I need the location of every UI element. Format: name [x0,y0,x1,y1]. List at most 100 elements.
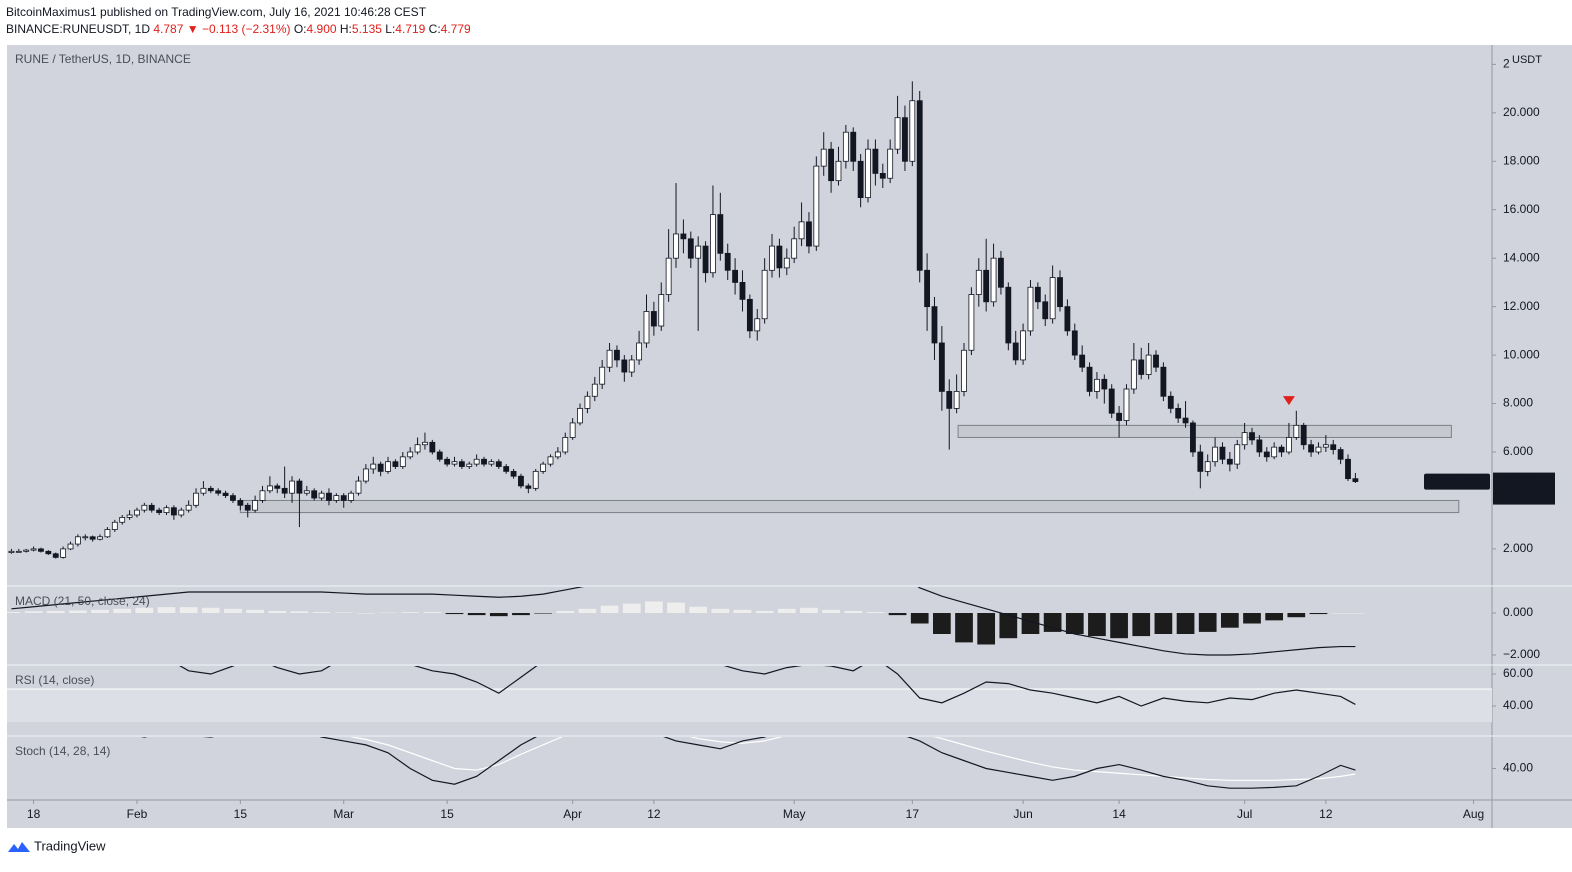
pane-title: Stoch (14, 28, 14) [15,744,110,758]
y-tick-label: 6.000 [1503,444,1533,458]
candle-body [1330,444,1337,450]
candle-body [1049,277,1056,320]
candle-body [695,245,702,259]
candle-body [38,548,44,552]
candle-body [15,550,22,553]
candle-body [1138,359,1145,375]
candle-body [739,282,746,300]
indicator-line [140,737,1356,789]
y-tick-label: 14.000 [1503,250,1540,264]
macd-histogram-bar [777,608,796,614]
candle-body [532,470,539,489]
macd-histogram-bar [69,610,87,614]
candle-body [1190,422,1196,453]
macd-histogram-bar [157,607,176,614]
symbol-label-bg [1424,473,1490,490]
candle-body [1263,451,1270,458]
macd-histogram-bar [888,613,907,616]
candle-body [746,298,753,332]
candle-body [961,349,967,392]
candle-body [510,470,517,477]
x-tick-label: 15 [440,807,454,821]
candle-body [429,441,436,453]
symbol-label: RUNEUSDT [1426,475,1487,487]
rsi-pane [179,666,1356,707]
candle-body [562,437,569,453]
candle-body [178,509,185,516]
macd-histogram-bar [645,601,663,614]
candle-body [614,349,620,361]
candle-body [1101,378,1108,390]
candle-body [1116,412,1122,421]
candle-body [1345,458,1351,480]
macd-histogram-bar [1265,613,1284,621]
candle-body [222,492,229,497]
candle-body [1182,417,1189,424]
candle-body [665,257,672,295]
signal-marker [1282,396,1295,406]
candle-body [953,391,960,409]
candle-body [1005,286,1012,344]
candle-body [998,257,1004,288]
pane-title: RSI (14, close) [15,673,94,687]
candle-body [879,172,886,179]
candle-body [1153,354,1159,368]
candle-body [1086,366,1093,392]
candle-body [45,550,52,555]
candle-body [1322,444,1329,448]
last-price-bg [1493,472,1555,505]
countdown: 15:13:34 [1503,488,1550,502]
candle-body [1212,446,1218,463]
macd-histogram-bar [135,607,154,614]
macd-histogram-bar [357,613,375,614]
x-tick-label: Feb [127,807,148,821]
candle-body [636,342,643,361]
indicator-line [179,666,1356,707]
candle-body [584,395,591,409]
candle-body [1175,407,1182,419]
candle-body [710,214,716,274]
macd-histogram-bar [556,610,575,614]
macd-histogram-bar [977,613,996,645]
brand[interactable]: TradingView [34,838,106,853]
candle-body [141,504,148,511]
last-price: 4.779 [1503,474,1533,488]
ohlc-value: 5.135 [352,22,382,36]
macd-histogram-bar [201,607,220,614]
footer-logo[interactable]: TradingView [8,838,106,853]
candle-body [1108,388,1115,414]
candle-body [769,245,775,271]
candle-body [1094,378,1100,392]
candle-body [466,463,473,467]
candle-body [259,490,266,501]
ohlc-label: L: [385,22,395,36]
candle-body [990,257,997,303]
candle-body [1020,330,1027,361]
macd-histogram-bar [1110,613,1128,639]
x-tick-label: 12 [647,807,661,821]
macd-histogram-bar [822,609,840,614]
candle-body [355,480,362,494]
candle-body [916,100,923,271]
candle-body [89,536,96,540]
candle-body [909,100,916,162]
x-tick-label: 12 [1319,807,1333,821]
macd-histogram-bar [334,612,353,614]
y-tick-label: 2 [1503,57,1510,71]
macd-histogram-bar [955,613,973,643]
candle-body [1130,359,1137,390]
candle-body [30,548,37,551]
y-tick-label: −2.000 [1503,647,1540,661]
change: −0.113 (−2.31%) [202,22,291,36]
macd-histogram-bar [999,613,1018,639]
candle-body [1308,444,1314,453]
y-tick-label: 40.00 [1503,761,1533,775]
candle-body [1286,437,1292,453]
change-arrow: ▼ [187,22,199,36]
macd-histogram-bar [711,608,730,614]
candle-body [806,221,812,247]
candle-body [1167,395,1174,409]
macd-histogram-bar [401,612,420,614]
candle-body [968,294,975,351]
